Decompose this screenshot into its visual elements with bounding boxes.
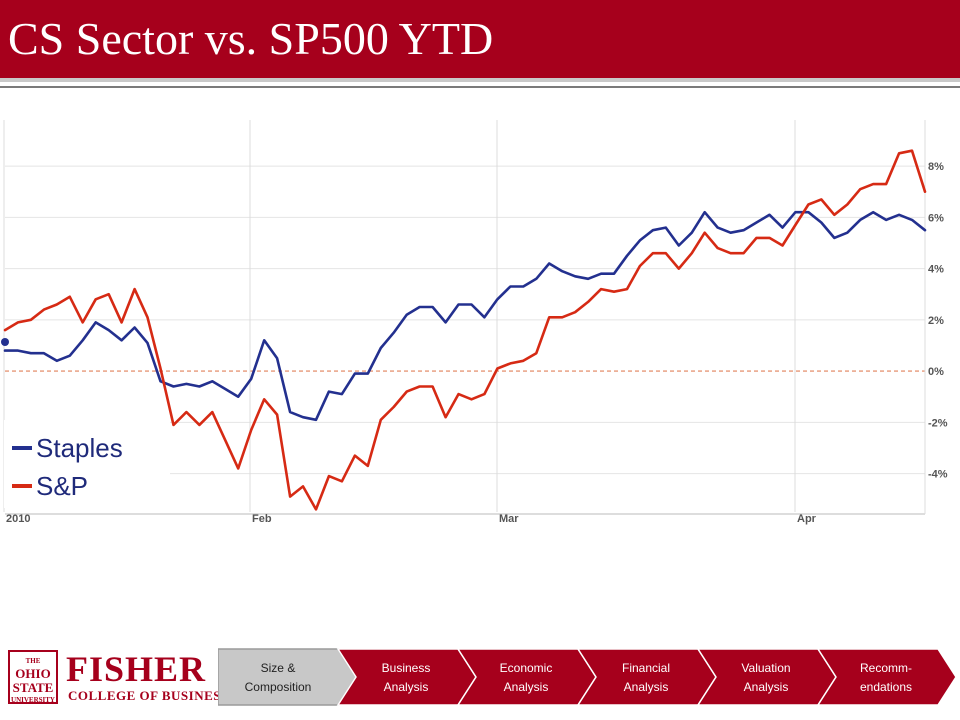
nav-tab-label[interactable]: Financial Analysis [621,661,671,694]
legend-swatch-staples [12,446,32,450]
seal-line-1: THE [25,657,41,665]
slide-title: CS Sector vs. SP500 YTD [8,13,494,64]
legend-label-sp: S&P [36,470,89,501]
legend-item-staples: Staples [12,430,123,466]
y-tick-label: -4% [928,469,948,481]
y-tick-label: 6% [928,212,944,224]
ohio-state-seal: THE OHIO STATE UNIVERSITY [8,650,58,704]
tick-labels: 8% 6% 4% 2% 0% -2% -4% 2010 Feb Mar Apr [6,161,948,525]
section-nav [218,648,956,706]
logo-subtitle: COLLEGE OF BUSINESS [68,688,229,703]
y-tick-label: 8% [928,161,944,173]
logo-name: FISHER [66,649,207,689]
fisher-logo: THE OHIO STATE UNIVERSITY FISHER COLLEGE… [8,649,228,706]
nav-tab-label[interactable]: Business Analysis [381,661,431,694]
nav-tab-label[interactable]: Size & Composition [244,661,312,694]
title-rule [0,86,960,88]
series-line-sp [3,149,927,511]
nav-chevron[interactable] [816,648,956,706]
x-tick-label: Apr [797,513,817,525]
seal-line-3: UNIVERSITY [11,696,55,704]
legend: Staples S&P [4,420,170,508]
legend-label-staples: Staples [36,432,123,463]
series-lines [3,149,927,511]
y-tick-label: 2% [928,315,944,327]
legend-item-sp: S&P [12,468,88,504]
x-tick-label: 2010 [6,513,30,525]
series-start-marker [1,338,9,346]
nav-tab-label[interactable]: Economic Analysis [499,661,553,694]
y-tick-label: -2% [928,417,948,429]
x-tick-label: Mar [499,513,519,525]
seal-line-2: OHIO STATE [12,666,54,695]
y-tick-label: 4% [928,264,944,276]
title-bar: CS Sector vs. SP500 YTD [0,0,960,82]
series-line-staples [3,210,927,422]
y-tick-label: 0% [928,366,944,378]
x-tick-label: Feb [252,513,272,525]
legend-swatch-sp [12,484,32,488]
nav-tab-label[interactable]: Valuation Analysis [741,661,791,694]
nav-tab-label[interactable]: Recomm- endations [859,661,913,694]
